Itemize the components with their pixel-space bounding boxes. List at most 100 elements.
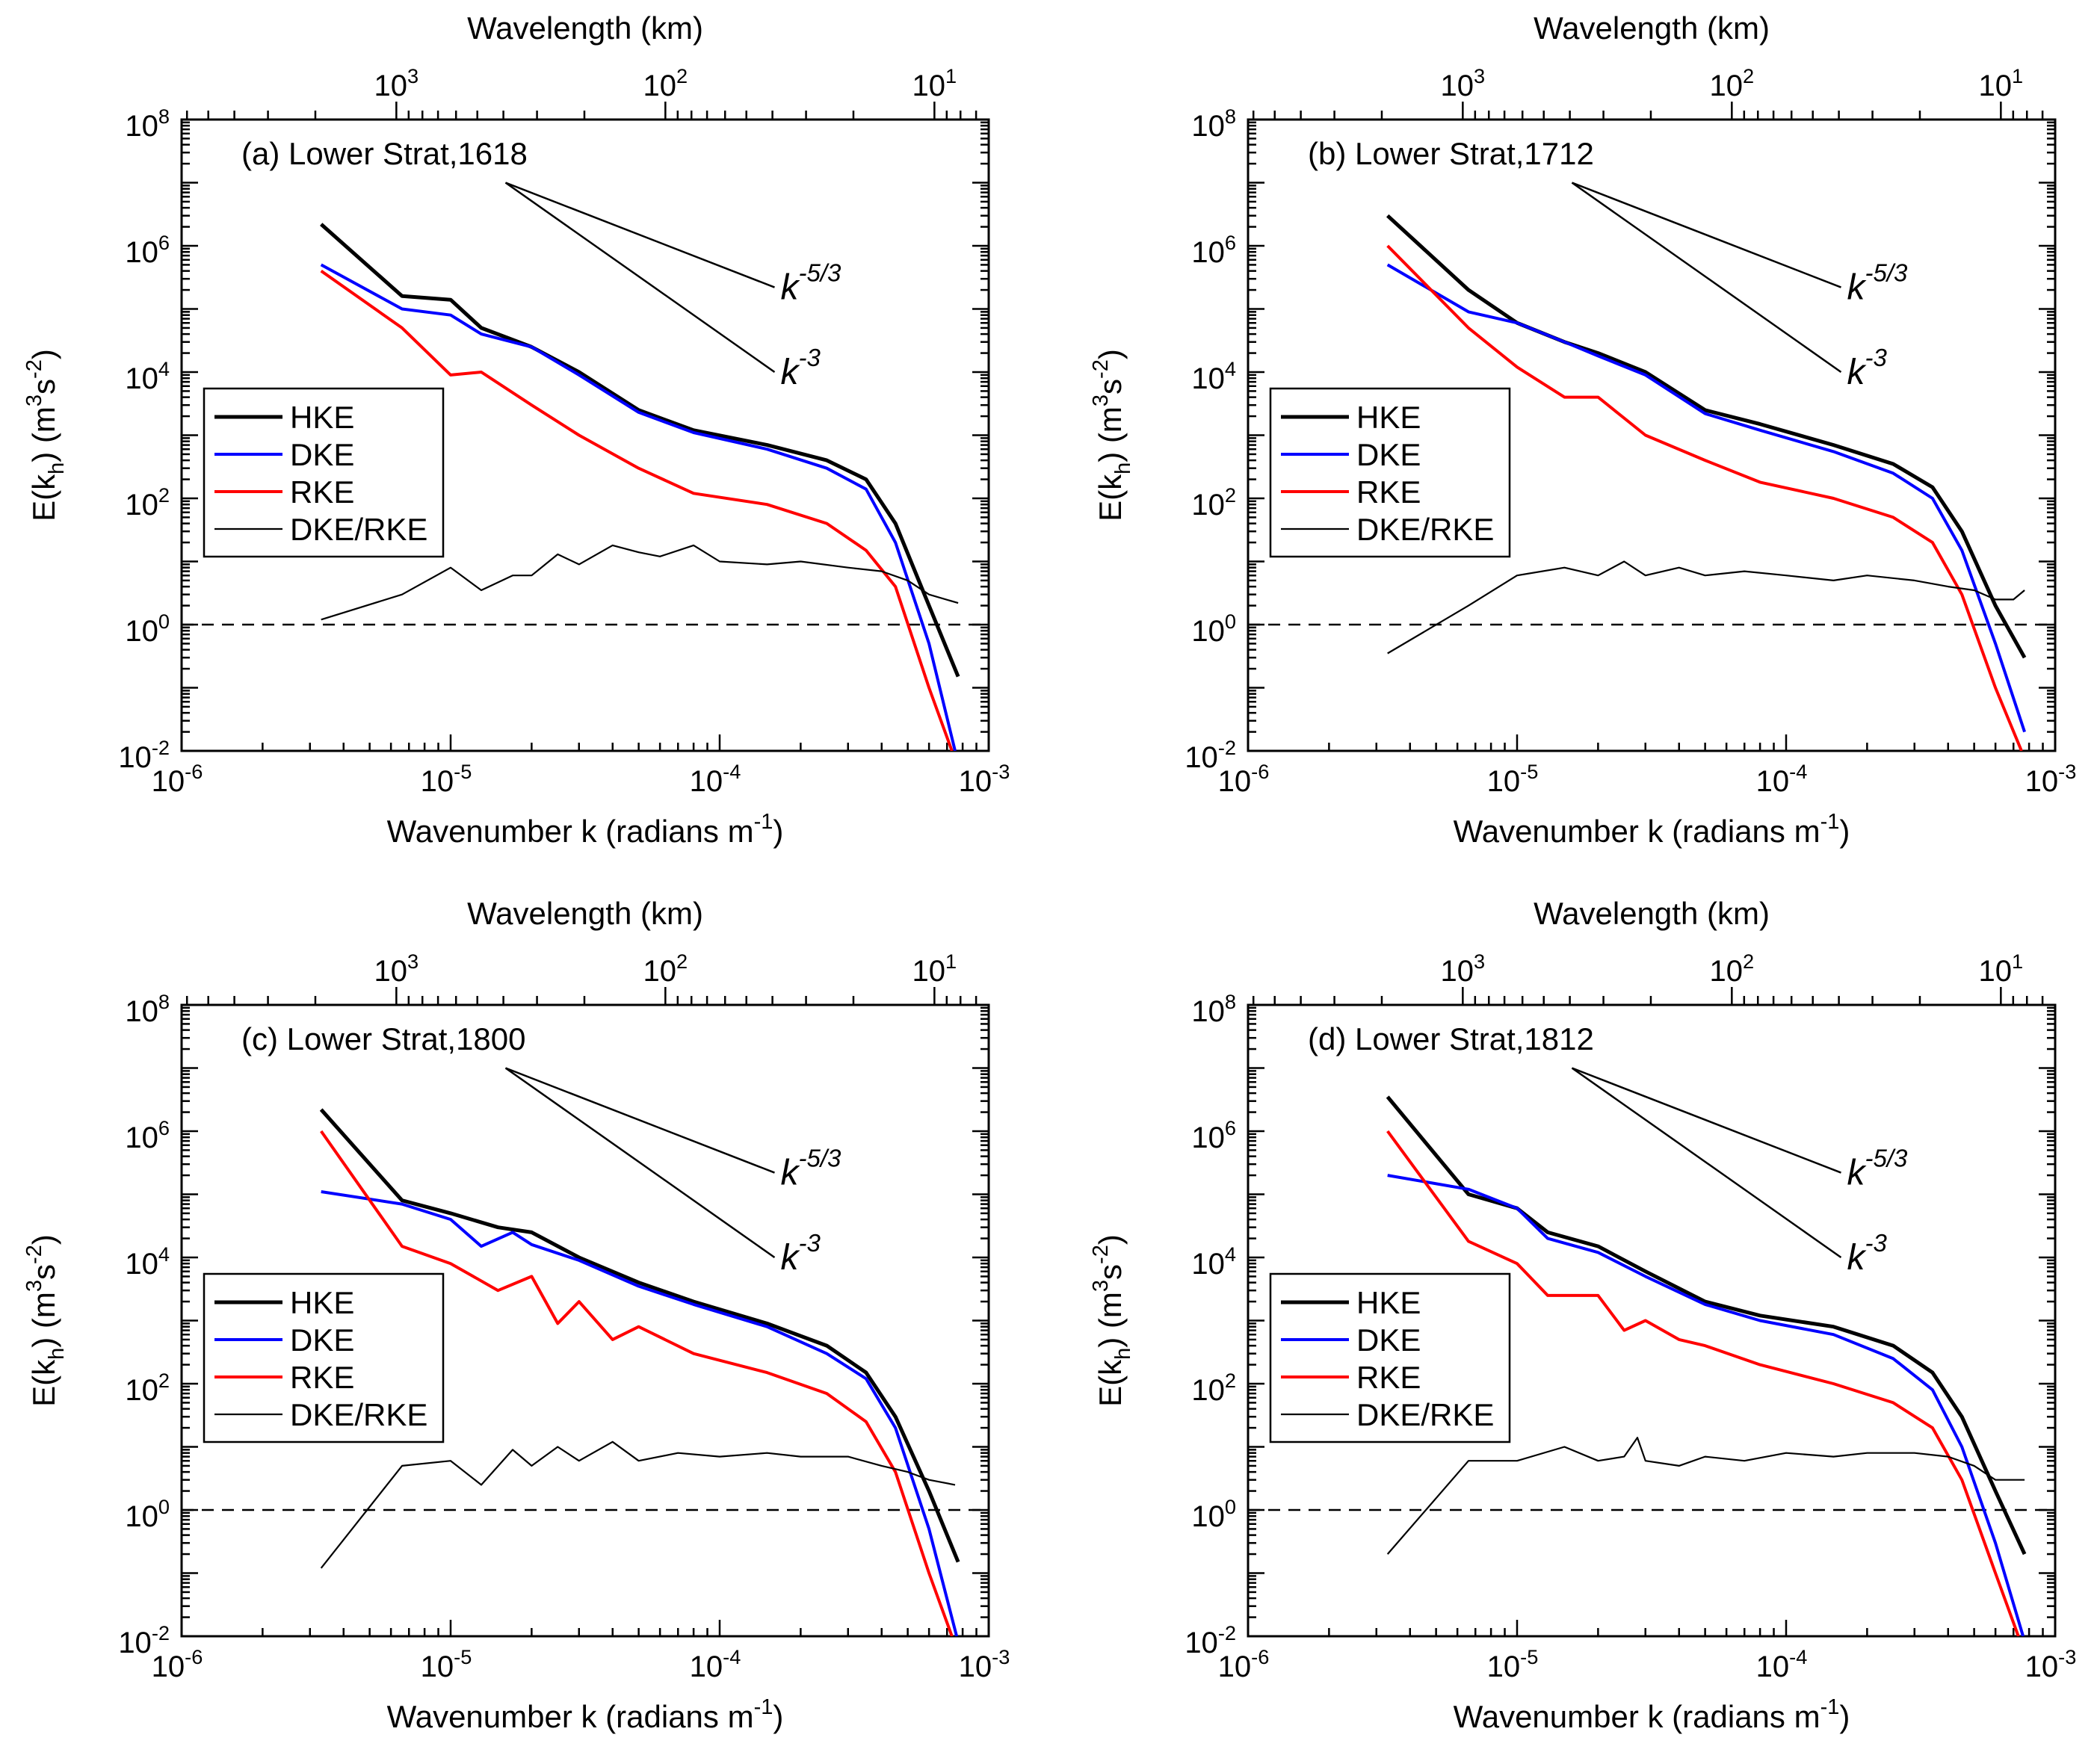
slope-label-k3: k-3 <box>780 344 821 392</box>
y-tick-label: 102 <box>1191 483 1236 522</box>
y-tick-label: 104 <box>1191 357 1236 395</box>
y-tick-label: 104 <box>1191 1242 1236 1281</box>
series-dke <box>320 263 957 751</box>
y-tick-label: 106 <box>1191 1116 1236 1154</box>
legend-label: DKE <box>290 1322 354 1358</box>
y-axis-label: E(kh) (m3s-2) <box>1089 1234 1135 1407</box>
legend-label: RKE <box>290 474 354 510</box>
slope-label-k3: k-3 <box>780 1229 821 1278</box>
series-dke <box>321 1190 959 1636</box>
x-tick-label: 10-4 <box>1756 760 1808 798</box>
y-tick-label: 10-2 <box>1185 1621 1236 1659</box>
panel-label: (b) Lower Strat,1712 <box>1308 136 1594 171</box>
slope-label-k3: k-3 <box>1847 1229 1887 1278</box>
legend-label: DKE <box>1356 1322 1421 1358</box>
top-tick-label: 102 <box>1710 950 1755 988</box>
y-tick-label: 10-2 <box>118 1621 170 1659</box>
legend-label: HKE <box>1356 400 1421 435</box>
panel-label: (d) Lower Strat,1812 <box>1308 1021 1594 1056</box>
slope-line-k3 <box>504 1067 776 1259</box>
legend-label: HKE <box>1356 1285 1421 1320</box>
series-hke <box>320 223 960 678</box>
x-tick-label: 10-4 <box>1756 1645 1808 1683</box>
series-rke <box>1386 244 2023 751</box>
slope-label-k53: k-5/3 <box>780 1145 841 1193</box>
x-tick-label: 10-4 <box>690 760 741 798</box>
slope-label-k3: k-3 <box>1847 344 1887 392</box>
top-axis-label: Wavelength (km) <box>467 10 703 46</box>
series-dke <box>1386 263 2026 733</box>
y-tick-label: 104 <box>125 1242 170 1281</box>
x-axis-label: Wavenumber k (radians m-1) <box>387 1695 784 1734</box>
x-tick-label: 10-5 <box>1487 760 1539 798</box>
legend-label: HKE <box>290 400 354 435</box>
panel-label: (a) Lower Strat,1618 <box>241 136 528 171</box>
y-tick-label: 102 <box>125 483 170 522</box>
series-rke <box>320 269 954 751</box>
slope-line-k3 <box>1571 182 1842 374</box>
legend-label: RKE <box>1356 474 1421 510</box>
x-tick-label: 10-6 <box>152 1645 203 1683</box>
x-axis-label: Wavenumber k (radians m-1) <box>1454 810 1850 849</box>
legend-label: RKE <box>1356 1360 1421 1395</box>
top-axis-label: Wavelength (km) <box>1534 10 1770 46</box>
y-tick-label: 10-2 <box>1185 736 1236 774</box>
series-hke <box>319 1108 960 1563</box>
x-tick-label: 10-6 <box>1218 760 1270 798</box>
panel-label: (c) Lower Strat,1800 <box>241 1021 526 1056</box>
y-tick-label: 102 <box>125 1369 170 1407</box>
legend-label: RKE <box>290 1360 354 1395</box>
slope-line-k53 <box>505 1067 775 1174</box>
series-dke <box>1387 1174 2025 1636</box>
panel-c: 10-6 10-5 10-4 10-3 10-2 100 102 104 106 108 103 10… <box>22 896 1010 1734</box>
y-tick-label: 108 <box>1191 105 1236 143</box>
x-tick-label: 10-6 <box>1218 1645 1270 1683</box>
x-tick-label: 10-3 <box>2025 760 2077 798</box>
top-tick-label: 101 <box>912 950 957 988</box>
top-axis-label: Wavelength (km) <box>1534 896 1770 931</box>
slope-line-k3 <box>504 182 776 374</box>
x-tick-label: 10-6 <box>152 760 203 798</box>
legend-label: DKE/RKE <box>290 1397 427 1432</box>
y-tick-label: 104 <box>125 357 170 395</box>
top-tick-label: 102 <box>1710 64 1755 102</box>
series-dke-rke <box>320 1440 956 1569</box>
x-tick-label: 10-5 <box>421 1645 472 1683</box>
y-tick-label: 10-2 <box>118 736 170 774</box>
slope-label-k53: k-5/3 <box>780 259 841 308</box>
y-tick-label: 102 <box>1191 1369 1236 1407</box>
series-dke-rke <box>321 544 959 621</box>
series-dke-rke <box>1386 1437 2025 1555</box>
top-axis-label: Wavelength (km) <box>467 896 703 931</box>
y-tick-label: 100 <box>1191 1495 1236 1533</box>
y-tick-label: 106 <box>125 1116 170 1154</box>
slope-line-k3 <box>1571 1067 1842 1259</box>
legend-label: DKE <box>1356 437 1421 472</box>
y-axis-label: E(kh) (m3s-2) <box>1089 349 1135 522</box>
legend-label: DKE/RKE <box>1356 1397 1494 1432</box>
y-tick-label: 100 <box>125 610 170 648</box>
x-tick-label: 10-4 <box>690 1645 741 1683</box>
slope-label-k53: k-5/3 <box>1847 259 1908 308</box>
legend-label: DKE/RKE <box>1356 512 1494 547</box>
legend-label: DKE/RKE <box>290 512 427 547</box>
top-tick-label: 102 <box>643 950 688 988</box>
x-tick-label: 10-3 <box>959 1645 1010 1683</box>
y-tick-label: 108 <box>125 990 170 1028</box>
top-tick-label: 103 <box>374 64 419 102</box>
top-tick-label: 101 <box>912 64 957 102</box>
y-tick-label: 106 <box>125 231 170 269</box>
top-tick-label: 103 <box>1441 64 1486 102</box>
slope-line-k53 <box>505 182 775 288</box>
legend-label: HKE <box>290 1285 354 1320</box>
y-tick-label: 108 <box>1191 990 1236 1028</box>
slope-line-k53 <box>1572 182 1841 288</box>
top-tick-label: 101 <box>1979 64 2024 102</box>
y-axis-label: E(kh) (m3s-2) <box>22 349 69 522</box>
panel-d: 10-6 10-5 10-4 10-3 10-2 100 102 104 106 108 103 10… <box>1089 896 2076 1734</box>
